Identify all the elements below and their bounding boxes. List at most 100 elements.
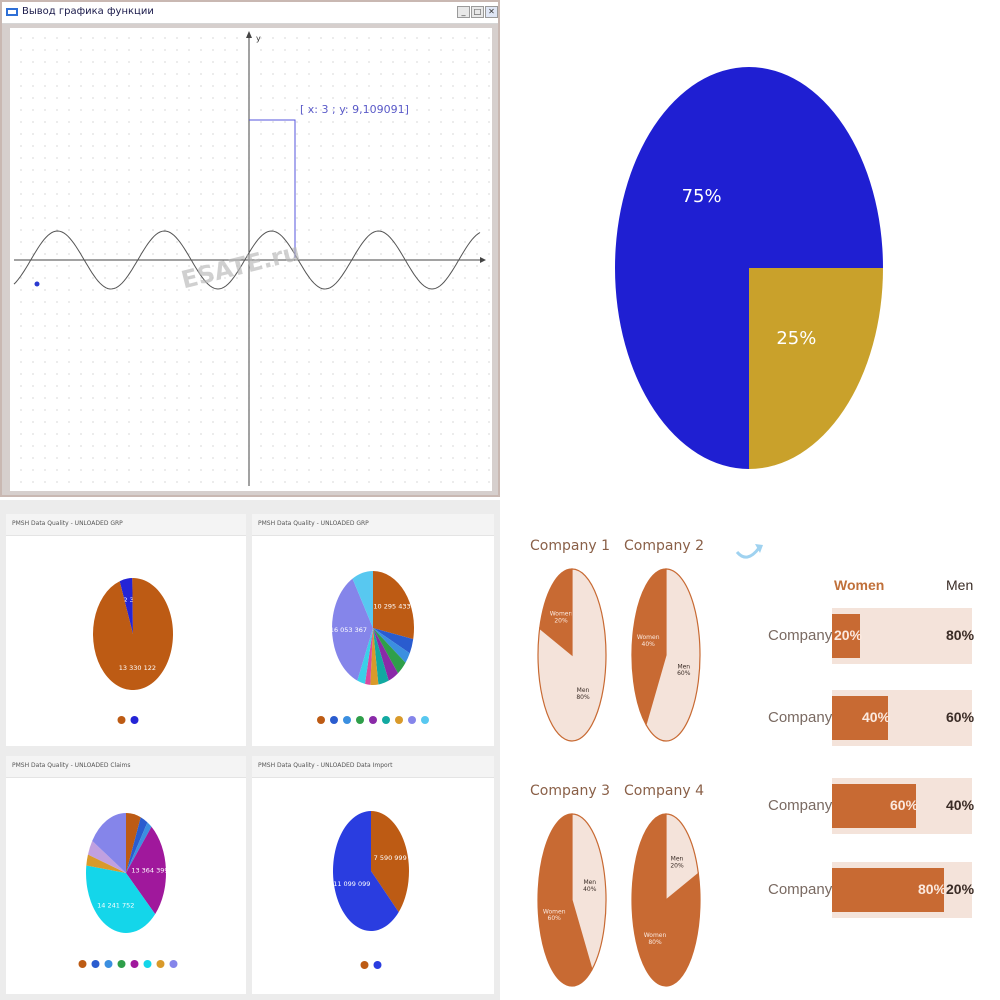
grid-dot [344, 121, 346, 123]
grid-dot [380, 73, 382, 75]
close-button[interactable]: ✕ [485, 6, 498, 18]
legend-dot[interactable] [104, 960, 113, 968]
grid-dot [296, 181, 298, 183]
grid-dot [368, 313, 370, 315]
legend-dot[interactable] [117, 960, 126, 968]
pie-slice-label: 722 396 [115, 596, 142, 604]
grid-dot [428, 457, 430, 459]
legend-dot[interactable] [343, 716, 351, 724]
legend-dot[interactable] [91, 960, 100, 968]
grid-dot [80, 457, 82, 459]
grid-dot [464, 49, 466, 51]
grid-dot [224, 169, 226, 171]
grid-dot [488, 397, 490, 399]
pie-slice [615, 67, 883, 469]
grid-dot [152, 193, 154, 195]
grid-dot [392, 181, 394, 183]
bar-men-label: 60% [946, 709, 975, 725]
grid-dot [464, 397, 466, 399]
grid-dot [20, 433, 22, 435]
legend-dot[interactable] [330, 716, 338, 724]
grid-dot [416, 325, 418, 327]
grid-dot [44, 193, 46, 195]
grid-dot [116, 337, 118, 339]
grid-dot [296, 361, 298, 363]
grid-dot [80, 133, 82, 135]
grid-dot [404, 457, 406, 459]
legend-dot[interactable] [395, 716, 403, 724]
grid-dot [272, 325, 274, 327]
grid-dot [32, 349, 34, 351]
grid-dot [392, 157, 394, 159]
company-pie-title: Company 1 [530, 538, 610, 554]
grid-dot [152, 109, 154, 111]
grid-dot [404, 349, 406, 351]
grid-dot [92, 313, 94, 315]
grid-dot [200, 385, 202, 387]
grid-dot [116, 157, 118, 159]
grid-dot [128, 241, 130, 243]
legend-dot[interactable] [356, 716, 364, 724]
grid-dot [20, 385, 22, 387]
pie-slice [539, 568, 573, 657]
grid-dot [308, 241, 310, 243]
legend-dot[interactable] [421, 716, 429, 724]
legend-dot[interactable] [130, 960, 139, 968]
grid-dot [464, 193, 466, 195]
legend-dot[interactable] [382, 716, 390, 724]
legend-dot[interactable] [317, 716, 325, 724]
grid-dot [380, 121, 382, 123]
grid-dot [152, 445, 154, 447]
legend-dot[interactable] [360, 961, 369, 969]
grid-dot [476, 409, 478, 411]
grid-dot [200, 49, 202, 51]
maximize-button[interactable]: □ [471, 6, 484, 18]
grid-dot [320, 85, 322, 87]
grid-dot [272, 397, 274, 399]
grid-dot [308, 73, 310, 75]
grid-dot [380, 61, 382, 63]
grid-dot [296, 109, 298, 111]
company-pie: Women 40%Men 60% [631, 568, 701, 742]
grid-dot [392, 145, 394, 147]
grid-dot [284, 277, 286, 279]
legend-dot[interactable] [369, 716, 377, 724]
grid-dot [224, 85, 226, 87]
grid-dot [56, 217, 58, 219]
grid-dot [464, 205, 466, 207]
legend-dot[interactable] [169, 960, 178, 968]
legend-dot[interactable] [373, 961, 382, 969]
grid-dot [56, 433, 58, 435]
legend-dot[interactable] [117, 716, 126, 724]
grid-dot [356, 157, 358, 159]
grid-dot [452, 133, 454, 135]
grid-dot [116, 361, 118, 363]
grid-dot [440, 349, 442, 351]
pie-slice [352, 571, 373, 628]
panel-title: PMSH Data Quality - UNLOADED Data Import [258, 762, 393, 769]
legend-dot[interactable] [130, 716, 139, 724]
minimize-button[interactable]: _ [457, 6, 470, 18]
legend-dot[interactable] [408, 716, 416, 724]
grid-dot [272, 421, 274, 423]
grid-dot [452, 361, 454, 363]
grid-dot [224, 349, 226, 351]
grid-dot [92, 349, 94, 351]
grid-dot [236, 397, 238, 399]
legend-dot[interactable] [156, 960, 165, 968]
grid-dot [416, 433, 418, 435]
legend-dot[interactable] [143, 960, 152, 968]
grid-dot [92, 409, 94, 411]
grid-dot [188, 121, 190, 123]
grid-dot [440, 61, 442, 63]
grid-dot [380, 361, 382, 363]
grid-dot [212, 289, 214, 291]
grid-dot [176, 169, 178, 171]
grid-dot [320, 385, 322, 387]
grid-dot [44, 421, 46, 423]
grid-dot [284, 289, 286, 291]
grid-dot [476, 157, 478, 159]
grid-dot [440, 361, 442, 363]
legend-dot[interactable] [78, 960, 87, 968]
grid-dot [80, 421, 82, 423]
